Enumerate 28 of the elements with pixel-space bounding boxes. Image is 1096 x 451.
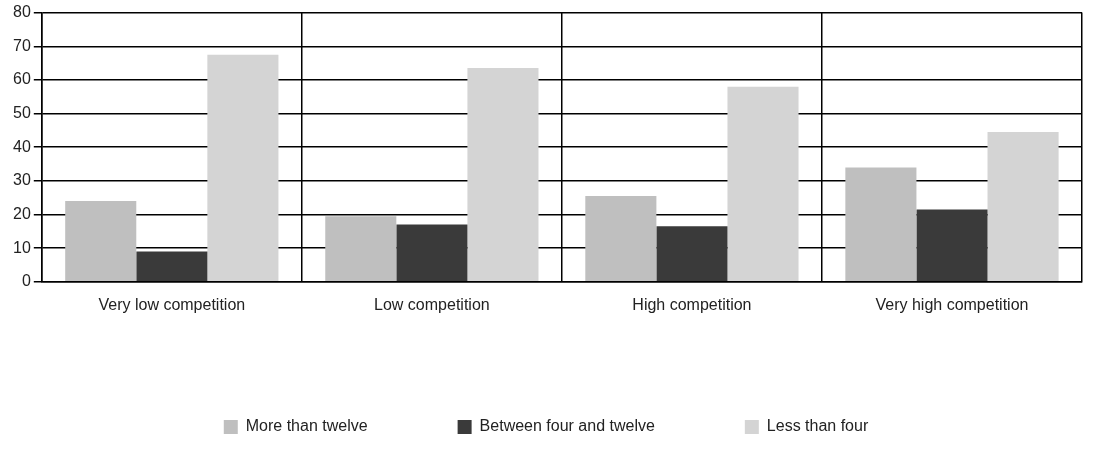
bar <box>396 224 468 282</box>
y-tick-label: 50 <box>13 103 31 121</box>
bar <box>727 86 799 282</box>
bar <box>467 68 539 282</box>
bar <box>845 167 917 282</box>
bar <box>136 251 208 282</box>
x-tick-label: High competition <box>632 295 752 313</box>
y-tick-label: 80 <box>13 3 31 21</box>
y-tick-label: 30 <box>13 171 31 189</box>
y-tick-label: 70 <box>13 36 31 54</box>
bar <box>916 209 988 282</box>
bar <box>585 195 657 282</box>
legend-label: Less than four <box>766 417 869 435</box>
bar <box>65 201 137 282</box>
legend-label: More than twelve <box>245 417 368 435</box>
bar <box>325 216 397 282</box>
y-tick-label: 60 <box>13 70 31 88</box>
y-tick-label: 10 <box>13 238 31 256</box>
y-tick-label: 40 <box>13 137 31 155</box>
x-tick-label: Very low competition <box>98 295 246 313</box>
x-tick-label: Very high competition <box>875 295 1029 313</box>
y-tick-label: 20 <box>13 204 31 222</box>
bar <box>656 226 728 282</box>
legend-label: Between four and twelve <box>479 417 655 435</box>
bar <box>207 54 279 282</box>
y-tick-label: 0 <box>21 272 31 290</box>
x-tick-label: Low competition <box>374 295 490 313</box>
bar <box>987 132 1059 282</box>
